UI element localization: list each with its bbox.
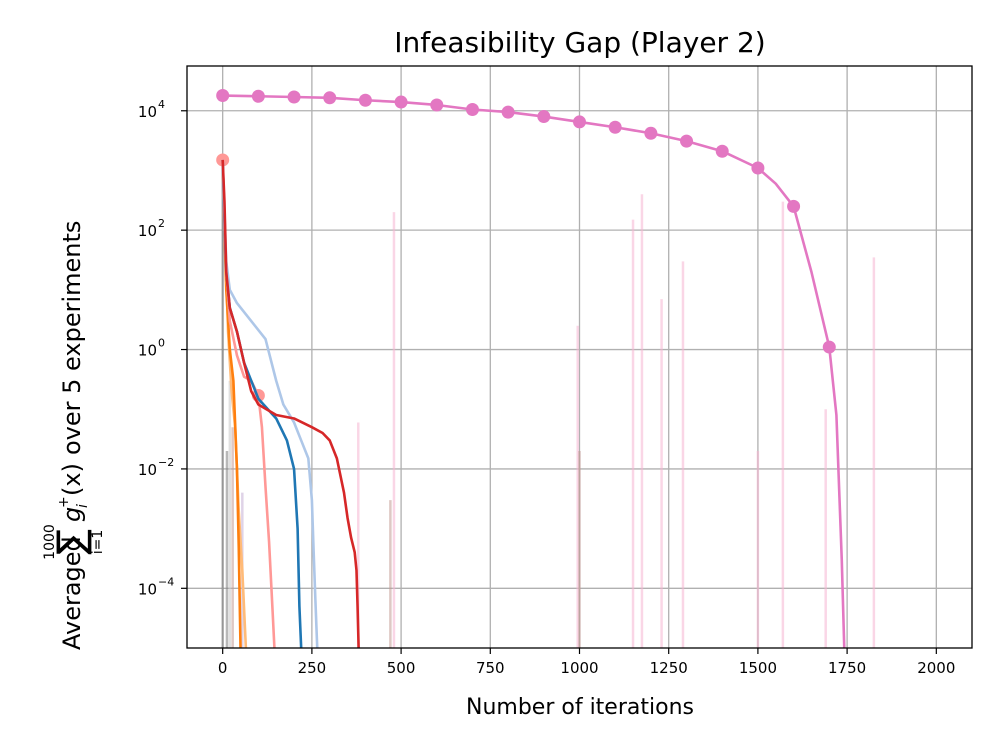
x-tick-label: 750 xyxy=(476,659,505,677)
series-marker xyxy=(715,144,729,158)
series-marker xyxy=(216,89,230,103)
series-layer xyxy=(216,89,846,648)
y-tick-base: 10 xyxy=(138,103,157,121)
y-tick-exponent: 0 xyxy=(158,337,165,350)
series-marker xyxy=(394,95,408,109)
y-label-func-sub: i xyxy=(75,504,91,508)
series-marker xyxy=(537,110,551,124)
y-tick-base: 10 xyxy=(138,222,157,240)
y-tick-exponent: −2 xyxy=(158,456,174,469)
tick-layer: 0 250 500 750 1000 1250 1500 1750 200010−410−210… xyxy=(138,98,956,677)
x-axis-label: Number of iterations xyxy=(466,695,694,720)
y-tick-label: 10 −4 xyxy=(138,575,174,598)
x-tick-label: 0 xyxy=(218,659,228,677)
series-marker xyxy=(680,134,694,148)
series-marker xyxy=(430,98,444,112)
y-tick-label: 10 −2 xyxy=(138,456,174,479)
series-marker xyxy=(287,90,301,104)
y-tick-base: 10 xyxy=(138,342,157,360)
series-marker xyxy=(465,103,479,117)
series-marker xyxy=(501,105,515,119)
y-tick-exponent: −4 xyxy=(158,575,174,588)
y-label-sum-symbol: ∑ xyxy=(49,529,93,555)
x-tick-label: 1750 xyxy=(828,659,866,677)
x-tick-label: 1250 xyxy=(650,659,688,677)
y-tick-label: 10 2 xyxy=(138,217,165,240)
y-label-function: g xyxy=(58,507,86,522)
y-tick-label: 10 4 xyxy=(138,98,165,121)
series-marker xyxy=(751,161,765,175)
series-line xyxy=(221,159,360,648)
y-label-suffix: over 5 experiments xyxy=(58,221,86,455)
series-marker xyxy=(323,91,337,105)
y-label-prefix: Averaged xyxy=(58,536,86,650)
series-line xyxy=(221,159,319,648)
x-tick-label: 1000 xyxy=(560,659,598,677)
y-label-sum-upper: 1000 xyxy=(42,524,58,560)
grid xyxy=(187,66,972,648)
series-marker xyxy=(573,115,586,129)
y-label-argument: (x) xyxy=(58,463,86,496)
series-marker xyxy=(787,199,801,213)
y-tick-base: 10 xyxy=(138,461,157,479)
series-marker xyxy=(608,120,622,134)
series-line xyxy=(222,94,846,648)
series-marker xyxy=(822,340,836,354)
y-label-func-sup: + xyxy=(56,496,72,508)
y-tick-exponent: 2 xyxy=(158,217,165,230)
y-label-sum-lower: i=1 xyxy=(90,530,106,555)
x-tick-label: 250 xyxy=(298,659,327,677)
y-tick-label: 10 0 xyxy=(138,337,165,360)
x-tick-label: 1500 xyxy=(739,659,777,677)
x-tick-label: 500 xyxy=(387,659,416,677)
chart-title: Infeasibility Gap (Player 2) xyxy=(394,26,765,59)
series-marker xyxy=(644,126,658,140)
y-axis-label: Averaged 1000 ∑ i=1 g + i (x) over 5 exp… xyxy=(42,221,106,650)
series-marker xyxy=(251,89,265,103)
spike-layer xyxy=(221,159,876,648)
y-tick-exponent: 4 xyxy=(158,98,165,111)
y-tick-base: 10 xyxy=(138,580,157,598)
x-tick-label: 2000 xyxy=(917,659,955,677)
series-marker xyxy=(358,93,372,107)
